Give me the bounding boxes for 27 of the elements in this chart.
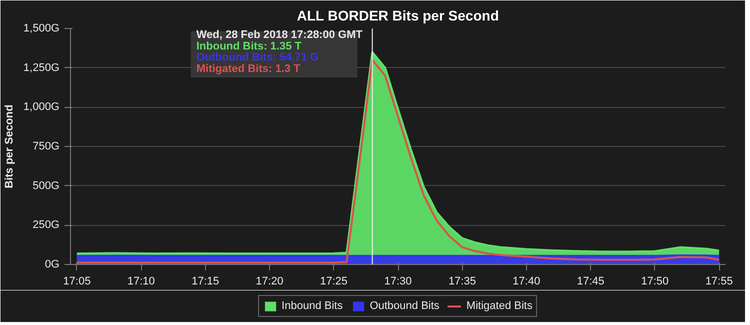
x-tick-label: 17:30 (384, 276, 412, 288)
x-tick-label: 17:25 (320, 276, 348, 288)
x-tick-label: 17:20 (256, 276, 284, 288)
annotation: Mitigated Bits: 1.3 T (196, 63, 301, 76)
x-tick-label: 17:15 (192, 276, 220, 288)
annotation: Inbound Bits: 1.35 T (196, 40, 302, 52)
x-tick-label: 17:50 (641, 276, 669, 288)
legend-label: Mitigated Bits (466, 300, 532, 312)
x-tick-label: 17:55 (705, 276, 733, 288)
y-tick-label: 1,250G (23, 62, 60, 74)
x-tick-label: 17:10 (127, 276, 155, 288)
x-tick-label: 17:35 (448, 276, 476, 288)
x-tick-label: 17:45 (576, 276, 604, 288)
y-tick-label: 0G (44, 258, 60, 270)
y-tick-label: 250G (32, 219, 60, 232)
chart-title: ALL BORDER Bits per Second (296, 8, 499, 24)
y-tick-label: 750G (32, 140, 60, 152)
annotation: Outbound Bits: 54.71 G (196, 52, 319, 64)
y-axis-title: Bits per Second (3, 104, 16, 188)
x-tick-label: 17:40 (512, 276, 540, 288)
y-tick-label: 1,000G (23, 101, 60, 114)
annotation: Wed, 28 Feb 2018 17:28:00 GMT (196, 29, 363, 42)
legend-label: Inbound Bits (282, 300, 343, 312)
x-tick-label: 17:05 (63, 276, 91, 288)
legend-label: Outbound Bits (370, 300, 440, 312)
y-tick-label: 1,500G (23, 22, 60, 34)
y-tick-label: 500G (32, 180, 60, 192)
